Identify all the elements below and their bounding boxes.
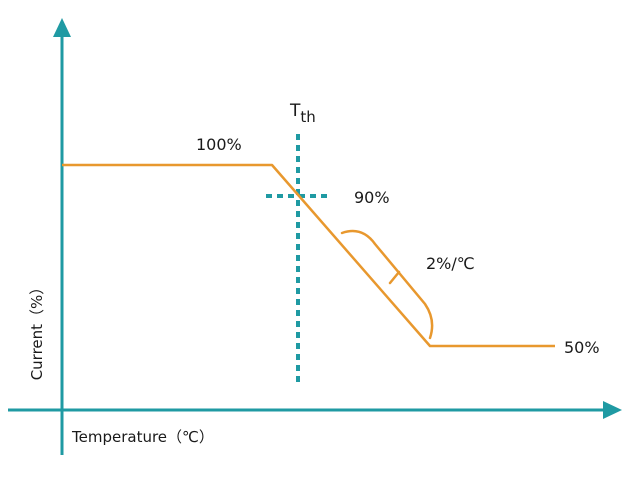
derating-curve (62, 163, 555, 348)
level-50-label: 50% (564, 338, 600, 357)
threshold-label: Tth (289, 101, 316, 126)
level-90-label: 90% (354, 188, 390, 207)
arrow-up-icon (53, 18, 71, 37)
y-axis-label: Current（%） (28, 280, 46, 381)
axes (8, 18, 622, 455)
threshold-label-main: T (289, 101, 301, 121)
arrow-right-icon (603, 401, 622, 419)
threshold-label-sub: th (300, 108, 315, 126)
x-axis-label: Temperature（℃） (71, 428, 214, 446)
slope-label: 2%/℃ (426, 254, 475, 273)
slope-bracket (340, 229, 434, 340)
level-100-label: 100% (196, 135, 242, 154)
